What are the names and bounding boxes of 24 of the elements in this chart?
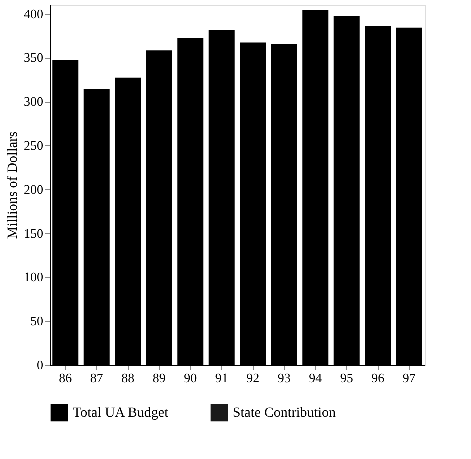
y-tick-label: 0 (37, 358, 44, 372)
y-tick-label: 400 (24, 6, 44, 22)
y-tick-label: 100 (24, 270, 44, 285)
x-tick-label: 89 (152, 370, 166, 386)
x-tick-label: 97 (402, 370, 416, 386)
y-tick-label: 350 (24, 50, 44, 66)
x-tick-label: 96 (372, 370, 386, 386)
x-tick-label: 88 (122, 370, 135, 386)
x-tick-label: 86 (59, 370, 73, 386)
y-tick-label: 50 (30, 314, 44, 329)
x-tick-label: 91 (215, 370, 228, 386)
legend-label: State Contribution (233, 406, 336, 421)
x-tick-label: 92 (246, 370, 260, 386)
x-tick-label: 90 (184, 370, 198, 386)
y-tick-label: 150 (24, 226, 44, 241)
x-tick-label: 87 (90, 370, 104, 386)
x-tick-label: 94 (309, 370, 323, 386)
x-tick-label: 95 (340, 370, 354, 386)
y-axis-title: Millions of Dollars (6, 132, 21, 240)
y-tick-label: 250 (24, 138, 44, 153)
y-tick-label: 200 (24, 182, 44, 197)
y-tick-label: 300 (24, 94, 44, 110)
x-tick-label: 93 (278, 370, 291, 386)
legend-label: Total UA Budget (73, 406, 169, 421)
